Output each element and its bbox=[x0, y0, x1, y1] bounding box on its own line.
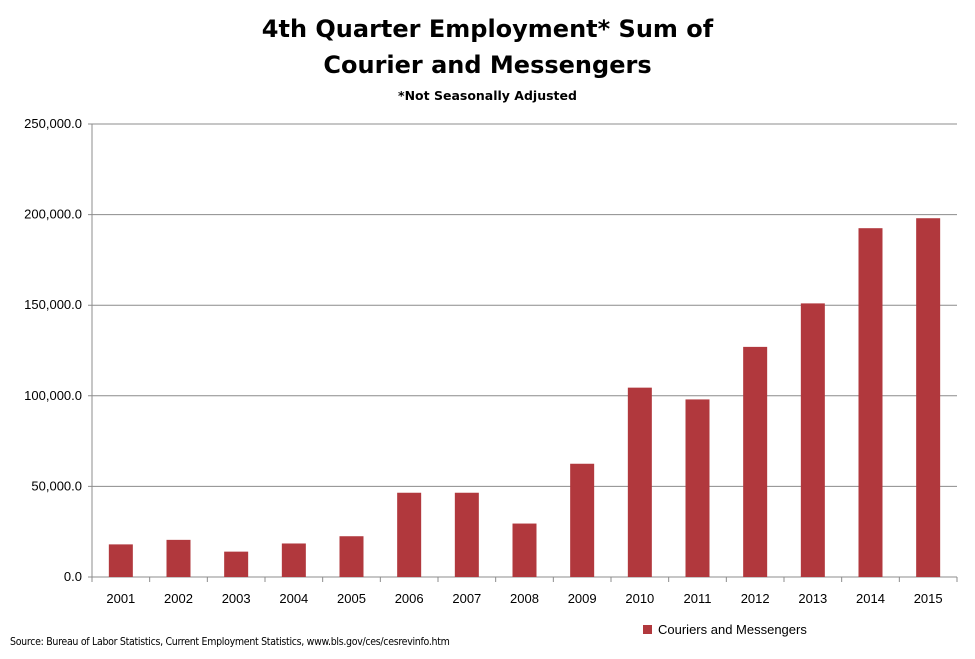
source-note: Source: Bureau of Labor Statistics, Curr… bbox=[10, 636, 450, 648]
x-tick-label: 2006 bbox=[395, 591, 424, 606]
x-tick-label: 2002 bbox=[164, 591, 193, 606]
bar-2007 bbox=[454, 492, 479, 577]
bar-2001 bbox=[108, 544, 133, 577]
bar-2003 bbox=[224, 551, 249, 577]
x-tick-label: 2015 bbox=[914, 591, 943, 606]
x-tick-label: 2008 bbox=[510, 591, 539, 606]
y-tick-label: 50,000.0 bbox=[31, 478, 82, 493]
bar-2015 bbox=[916, 218, 941, 577]
bar-2004 bbox=[281, 543, 306, 577]
chart-title-line-2: Courier and Messengers bbox=[323, 51, 652, 79]
legend-label: Couriers and Messengers bbox=[658, 622, 807, 637]
y-tick-label: 250,000.0 bbox=[24, 116, 82, 131]
bar-2005 bbox=[339, 536, 364, 577]
x-tick-label: 2007 bbox=[452, 591, 481, 606]
bar-2008 bbox=[512, 523, 537, 577]
x-tick-label: 2009 bbox=[568, 591, 597, 606]
bar-2006 bbox=[397, 492, 422, 577]
chart-subtitle: *Not Seasonally Adjusted bbox=[398, 88, 577, 103]
legend-swatch bbox=[643, 625, 652, 634]
x-tick-label: 2013 bbox=[798, 591, 827, 606]
x-tick-label: 2014 bbox=[856, 591, 885, 606]
bar-2011 bbox=[685, 399, 710, 577]
y-tick-label: 150,000.0 bbox=[24, 297, 82, 312]
x-tick-label: 2003 bbox=[222, 591, 251, 606]
x-tick-label: 2005 bbox=[337, 591, 366, 606]
legend: Couriers and Messengers bbox=[643, 622, 807, 637]
y-tick-label: 200,000.0 bbox=[24, 207, 82, 222]
bar-2009 bbox=[570, 463, 595, 577]
x-tick-label: 2004 bbox=[279, 591, 308, 606]
bar-2013 bbox=[800, 303, 825, 577]
x-tick-label: 2010 bbox=[625, 591, 654, 606]
bar-2002 bbox=[166, 539, 191, 577]
bar-2012 bbox=[743, 346, 768, 577]
x-tick-label: 2011 bbox=[684, 591, 712, 606]
bar-2010 bbox=[627, 387, 652, 577]
x-tick-label: 2001 bbox=[106, 591, 135, 606]
bar-2014 bbox=[858, 228, 883, 577]
y-tick-label: 0.0 bbox=[64, 569, 82, 584]
x-tick-label: 2012 bbox=[741, 591, 770, 606]
chart-title-line-1: 4th Quarter Employment* Sum of bbox=[261, 15, 714, 43]
y-tick-label: 100,000.0 bbox=[24, 388, 82, 403]
